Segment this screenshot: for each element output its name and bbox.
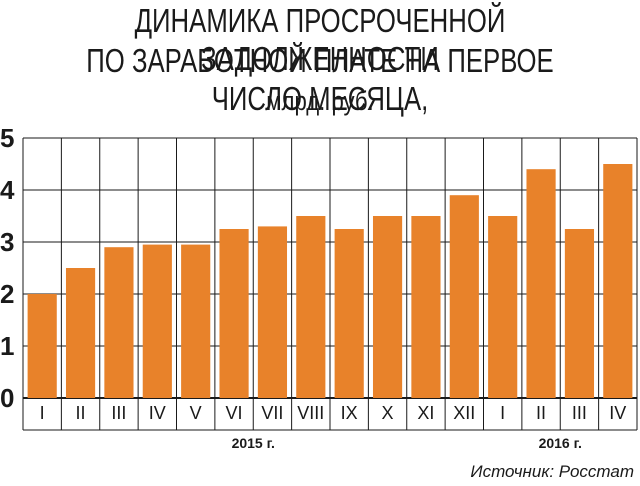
y-tick-label: 5: [0, 123, 14, 153]
bar-0: [27, 294, 57, 398]
chart-title-unit: млрд. руб.: [266, 86, 374, 116]
y-tick-label: 4: [0, 175, 15, 205]
x-tick-label: XII: [453, 403, 475, 423]
bar-9: [372, 216, 403, 398]
x-tick-label: II: [536, 403, 546, 423]
year-group-label: 2016 г.: [539, 435, 582, 451]
x-tick-label: II: [76, 403, 86, 423]
bar-15: [603, 164, 633, 398]
x-tick-label: I: [500, 403, 505, 423]
chart-title-line-1: ДИНАМИКА ПРОСРОЧЕННОЙ ЗАДОЛЖЕННОСТИ: [134, 2, 506, 77]
source-note: Источник: Росстат: [470, 462, 634, 481]
bar-5: [219, 229, 249, 398]
bar-2: [104, 247, 134, 398]
year-group-label: 2015 г.: [232, 435, 275, 451]
bar-7: [296, 216, 326, 398]
bar-14: [564, 229, 595, 398]
bar-10: [411, 216, 441, 398]
y-tick-label: 2: [0, 279, 14, 309]
bar-13: [526, 169, 556, 398]
x-tick-label: IX: [341, 403, 358, 423]
y-tick-label: 0: [0, 383, 14, 413]
bar-6: [257, 226, 288, 398]
x-tick-label: III: [572, 403, 587, 423]
bar-3: [142, 244, 172, 398]
x-tick-label: VII: [261, 403, 283, 423]
x-tick-label: X: [382, 403, 394, 423]
x-tick-label: III: [111, 403, 126, 423]
x-tick-label: VIII: [297, 403, 324, 423]
bar-12: [488, 216, 518, 398]
bar-11: [449, 195, 479, 398]
bar-8: [334, 229, 364, 398]
y-tick-label: 3: [0, 227, 14, 257]
bar-4: [181, 244, 211, 398]
y-tick-label: 1: [0, 331, 14, 361]
x-tick-label: VI: [226, 403, 243, 423]
x-tick-label: IV: [149, 403, 166, 423]
x-tick-label: I: [40, 403, 45, 423]
x-tick-label: XI: [417, 403, 434, 423]
x-tick-label: V: [190, 403, 202, 423]
bar-1: [65, 268, 96, 398]
chart-title-line-2: ПО ЗАРАБОТНОЙ ПЛАТЕ НА ПЕРВОЕ ЧИСЛО МЕСЯ…: [86, 42, 554, 117]
x-tick-label: IV: [609, 403, 626, 423]
